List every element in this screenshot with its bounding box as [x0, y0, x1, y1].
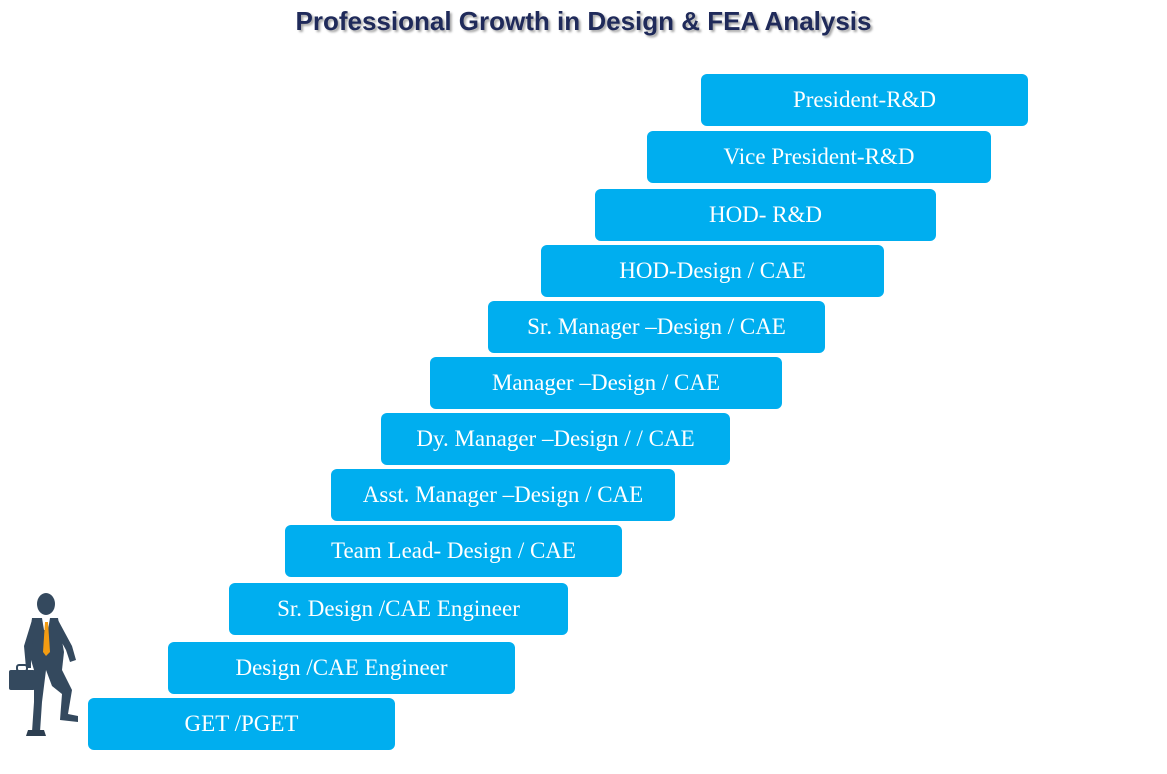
step-label: Sr. Design /CAE Engineer [277, 596, 520, 621]
step-label: Dy. Manager –Design / / CAE [416, 426, 695, 451]
step-label: Asst. Manager –Design / CAE [362, 482, 644, 507]
step-label: Vice President-R&D [723, 144, 915, 169]
step-10-hod-rnd: HOD- R&D [595, 189, 936, 241]
step-9-hod-design: HOD-Design / CAE [541, 245, 884, 297]
step-label: GET /PGET [184, 711, 299, 736]
step-7-manager: Manager –Design / CAE [430, 357, 782, 409]
page-title: Professional Growth in Design & FEA Anal… [295, 6, 872, 36]
step-label: HOD-Design / CAE [619, 258, 806, 283]
step-label: Sr. Manager –Design / CAE [527, 314, 786, 339]
step-label: Design /CAE Engineer [235, 655, 448, 680]
step-label: Manager –Design / CAE [491, 370, 721, 395]
step-1-get-pget: GET /PGET [88, 698, 395, 750]
step-3-sr-design-engineer: Sr. Design /CAE Engineer [229, 583, 568, 635]
step-11-vice-president: Vice President-R&D [647, 131, 991, 183]
step-2-design-cae-engineer: Design /CAE Engineer [168, 642, 515, 694]
step-12-president: President-R&D [701, 74, 1028, 126]
step-label: HOD- R&D [708, 202, 823, 227]
businessman-climbing-icon [9, 593, 78, 736]
step-6-dy-manager: Dy. Manager –Design / / CAE [381, 413, 730, 465]
step-4-team-lead: Team Lead- Design / CAE [285, 525, 622, 577]
step-8-sr-manager: Sr. Manager –Design / CAE [488, 301, 825, 353]
step-label: President-R&D [792, 87, 937, 112]
step-5-asst-manager: Asst. Manager –Design / CAE [331, 469, 675, 521]
step-label: Team Lead- Design / CAE [331, 538, 576, 563]
